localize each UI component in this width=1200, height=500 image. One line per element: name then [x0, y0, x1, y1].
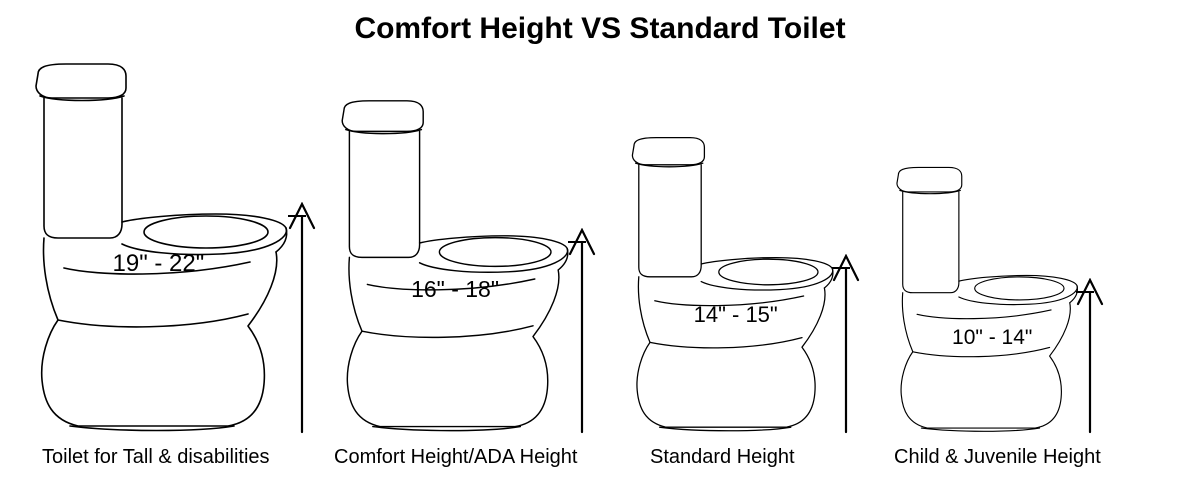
- height-arrow: [832, 254, 860, 434]
- height-label-child: 10" - 14": [952, 326, 1032, 350]
- height-label-comfort: 16" - 18": [411, 276, 499, 303]
- toilet-icon: [18, 62, 296, 432]
- height-arrow: [568, 228, 596, 434]
- height-arrow-tall: [288, 202, 316, 439]
- caption-tall: Toilet for Tall & disabilities: [42, 446, 270, 469]
- toilet-standard: [618, 136, 840, 432]
- toilet-comfort: [326, 99, 576, 432]
- page-title: Comfort Height VS Standard Toilet: [0, 12, 1200, 46]
- height-arrow-comfort: [568, 228, 596, 439]
- toilet-child: [884, 166, 1084, 432]
- toilet-icon: [326, 99, 576, 432]
- height-label-standard: 14" - 15": [694, 302, 778, 328]
- caption-child: Child & Juvenile Height: [894, 446, 1101, 469]
- height-arrow: [288, 202, 316, 434]
- toilet-icon: [884, 166, 1084, 432]
- height-label-tall: 19" - 22": [113, 250, 205, 278]
- height-arrow-standard: [832, 254, 860, 439]
- toilet-tall: [18, 62, 296, 432]
- height-arrow-child: [1076, 278, 1104, 439]
- height-arrow: [1076, 278, 1104, 434]
- caption-comfort: Comfort Height/ADA Height: [334, 446, 577, 469]
- toilet-icon: [618, 136, 840, 432]
- caption-standard: Standard Height: [650, 446, 795, 469]
